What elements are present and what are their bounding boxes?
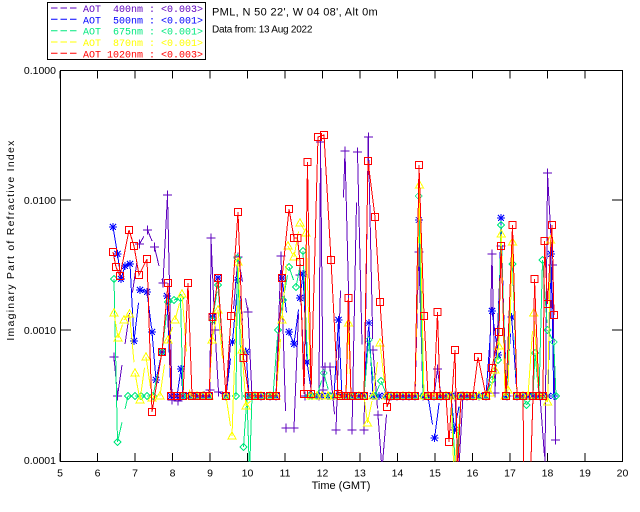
svg-text:Time (GMT): Time (GMT) (312, 480, 371, 492)
svg-text:AOT 500nm : <0.001>: AOT 500nm : <0.001> (83, 16, 203, 27)
svg-text:18: 18 (542, 468, 554, 480)
svg-text:Imaginary Part of Refractive I: Imaginary Part of Refractive Index (5, 139, 17, 340)
svg-text:Data from: 13 Aug 2022: Data from: 13 Aug 2022 (212, 25, 313, 36)
svg-text:8: 8 (170, 468, 176, 480)
svg-text:10: 10 (242, 468, 254, 480)
svg-text:9: 9 (207, 468, 213, 480)
svg-text:16: 16 (467, 468, 479, 480)
svg-text:AOT 400nm : <0.003>: AOT 400nm : <0.003> (83, 5, 203, 16)
svg-text:0.0100: 0.0100 (24, 195, 56, 207)
svg-text:AOT 675nm : <0.001>: AOT 675nm : <0.001> (83, 28, 203, 39)
svg-text:AOT 870nm : <0.001>: AOT 870nm : <0.001> (83, 39, 203, 50)
svg-text:12: 12 (317, 468, 329, 480)
svg-text:0.0010: 0.0010 (24, 325, 56, 337)
svg-text:0.0001: 0.0001 (24, 455, 56, 467)
svg-text:11: 11 (280, 468, 291, 480)
svg-text:5: 5 (57, 468, 63, 480)
svg-text:7: 7 (132, 468, 138, 480)
svg-text:AOT 1020nm : <0.003>: AOT 1020nm : <0.003> (83, 50, 203, 61)
svg-text:15: 15 (429, 468, 441, 480)
svg-text:17: 17 (504, 468, 516, 480)
svg-text:0.1000: 0.1000 (24, 65, 56, 77)
svg-text:14: 14 (392, 468, 404, 480)
svg-text:PML, N 50 22', W 04 08', Alt 0: PML, N 50 22', W 04 08', Alt 0m (212, 7, 378, 19)
svg-text:19: 19 (579, 468, 591, 480)
svg-text:13: 13 (354, 468, 366, 480)
svg-text:20: 20 (617, 468, 629, 480)
svg-text:6: 6 (95, 468, 101, 480)
